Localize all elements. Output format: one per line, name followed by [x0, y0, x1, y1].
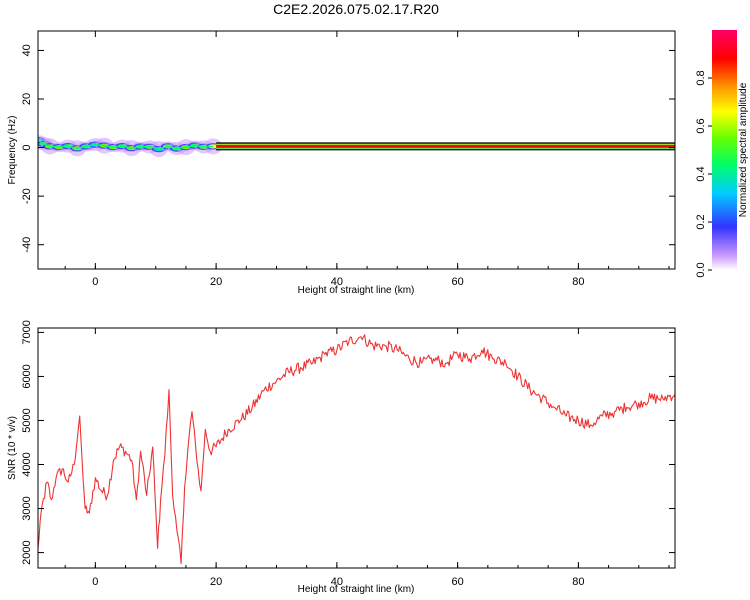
- snr-frame: [37, 327, 676, 569]
- spectrogram-panel: 0 20 40 60 80 -40 -20 0 20 40 Height of straight…: [7, 30, 676, 296]
- colorbar: 0.0 0.2 0.4 0.6 0.8 Normalized spectral ampl…: [695, 30, 749, 278]
- snr-ylabel: SNR (10 * v/v): [7, 416, 18, 480]
- y-tick-label: 4000: [21, 452, 33, 476]
- y-tick-label: 7000: [21, 320, 33, 344]
- x-tick-label: 60: [452, 276, 464, 288]
- x-tick-label: 40: [331, 576, 343, 588]
- spectral-ridge: [38, 139, 214, 150]
- spectrogram-frame: [37, 30, 676, 270]
- colorbar-tick-label: 0.2: [695, 214, 707, 229]
- snr-y-ticks: 2000 3000 4000 5000 6000 7000: [21, 320, 675, 565]
- x-tick-label: 40: [331, 276, 343, 288]
- x-tick-label: 80: [572, 576, 584, 588]
- snr-series-line: [38, 334, 675, 565]
- y-tick-label: 6000: [21, 364, 33, 388]
- x-tick-label: 20: [210, 576, 222, 588]
- y-tick-label: 0: [21, 145, 33, 151]
- x-tick-label: 0: [92, 276, 98, 288]
- x-tick-label: 20: [210, 276, 222, 288]
- colorbar-tick-label: 0.4: [695, 166, 707, 181]
- x-tick-label: 80: [572, 276, 584, 288]
- y-tick-label: -40: [21, 237, 33, 253]
- colorbar-tick-label: 0.8: [695, 70, 707, 85]
- y-tick-label: 2000: [21, 540, 33, 564]
- colorbar-gradient: [712, 30, 737, 270]
- spectrogram-x-ticks: 0 20 40 60 80: [64, 31, 670, 288]
- snr-panel: 0 20 40 60 80 2000 3000 4000 5000 6000 7000 Heigh…: [7, 320, 676, 595]
- colorbar-label: Normalized spectral amplitude: [738, 82, 749, 217]
- spectrogram-xlabel: Height of straight line (km): [298, 285, 415, 296]
- x-tick-label: 0: [92, 576, 98, 588]
- y-tick-label: 5000: [21, 408, 33, 432]
- chart-title: C2E2.2026.075.02.17.R20: [273, 1, 439, 17]
- colorbar-ticks: 0.0 0.2 0.4 0.6 0.8: [695, 70, 712, 278]
- y-tick-label: 3000: [21, 496, 33, 520]
- spectrogram-ylabel: Frequency (Hz): [7, 116, 18, 185]
- snr-x-ticks: 0 20 40 60 80: [64, 328, 670, 588]
- spectrogram-marks: [38, 135, 675, 158]
- x-tick-label: 60: [452, 576, 464, 588]
- y-tick-label: 20: [21, 93, 33, 105]
- spectral-core: [208, 144, 219, 149]
- spectrogram-y-ticks: -40 -20 0 20 40: [21, 44, 675, 253]
- snr-xlabel: Height of straight line (km): [298, 584, 415, 595]
- y-tick-label: 40: [21, 44, 33, 56]
- y-tick-label: -20: [21, 188, 33, 204]
- spectral-band: [216, 144, 675, 148]
- colorbar-tick-label: 0.6: [695, 118, 707, 133]
- colorbar-tick-label: 0.0: [695, 262, 707, 277]
